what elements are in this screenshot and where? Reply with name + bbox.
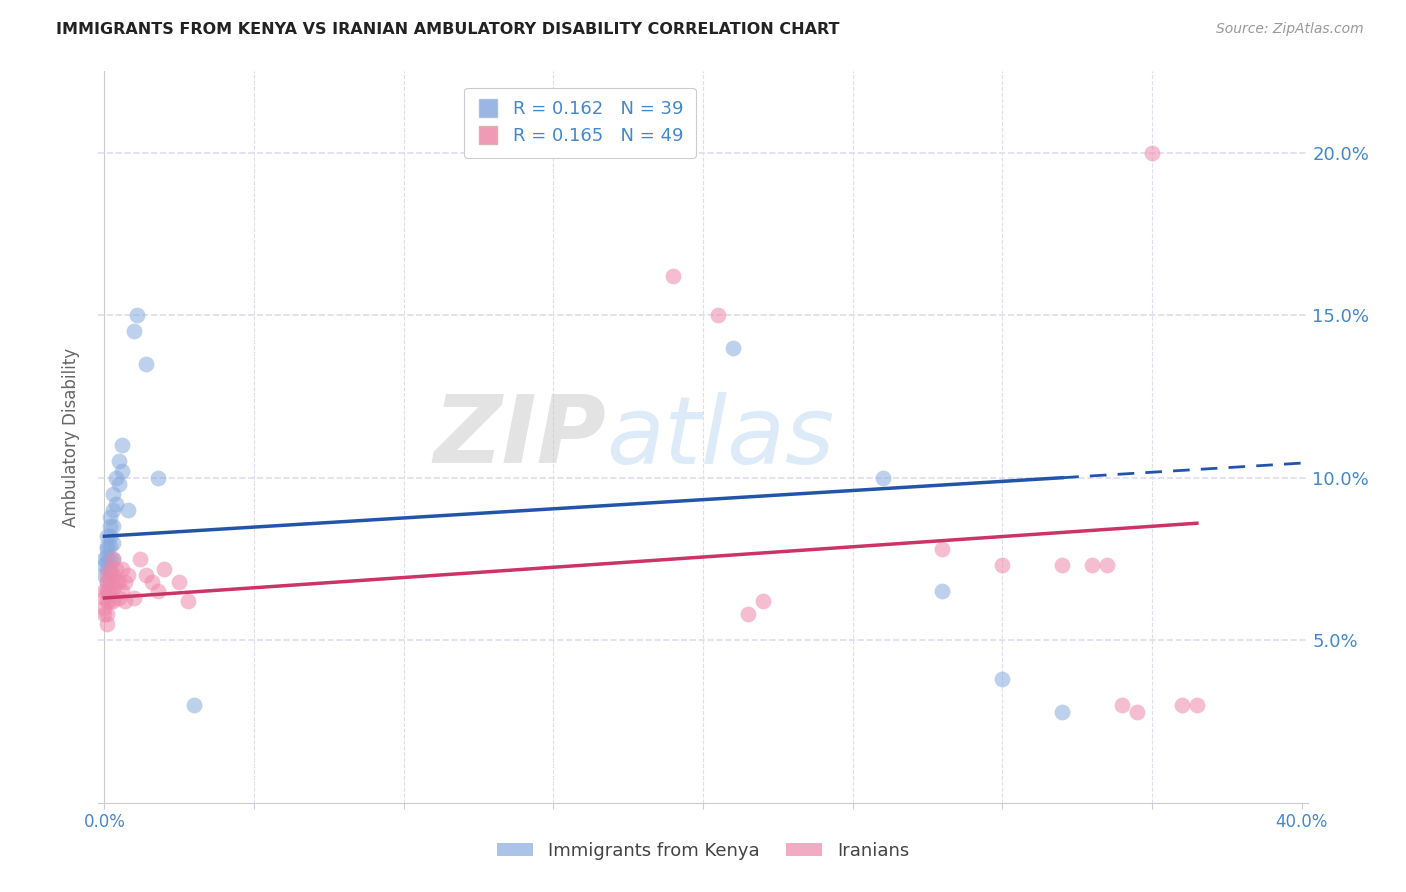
Point: [93, 607, 115, 622]
Point: [93, 584, 115, 599]
Point: [1140, 145, 1163, 160]
Point: [752, 594, 775, 608]
Point: [991, 558, 1014, 573]
Point: [105, 574, 128, 589]
Point: [111, 584, 134, 599]
Point: [96, 574, 118, 589]
Point: [100, 565, 122, 579]
Point: [721, 341, 744, 355]
Text: IMMIGRANTS FROM KENYA VS IRANIAN AMBULATORY DISABILITY CORRELATION CHART: IMMIGRANTS FROM KENYA VS IRANIAN AMBULAT…: [56, 22, 839, 37]
Point: [103, 535, 125, 549]
Point: [100, 519, 122, 533]
Point: [96, 584, 118, 599]
Point: [105, 471, 128, 485]
Point: [1171, 698, 1194, 713]
Point: [135, 357, 157, 371]
Point: [100, 594, 122, 608]
Text: Source: ZipAtlas.com: Source: ZipAtlas.com: [1216, 22, 1364, 37]
Point: [103, 519, 125, 533]
Point: [111, 438, 134, 452]
Point: [100, 529, 122, 543]
Point: [108, 477, 131, 491]
Point: [100, 552, 122, 566]
Point: [111, 464, 134, 478]
Point: [108, 454, 131, 468]
Point: [96, 568, 118, 582]
Point: [96, 607, 118, 622]
Point: [96, 529, 118, 543]
Point: [177, 594, 200, 608]
Point: [108, 574, 131, 589]
Point: [707, 308, 730, 322]
Point: [148, 584, 170, 599]
Point: [105, 562, 128, 576]
Point: [93, 600, 115, 615]
Point: [148, 471, 170, 485]
Point: [96, 574, 118, 589]
Point: [96, 562, 118, 576]
Point: [153, 562, 176, 576]
Legend: Immigrants from Kenya, Iranians: Immigrants from Kenya, Iranians: [489, 835, 917, 867]
Point: [100, 539, 122, 553]
Point: [93, 568, 115, 582]
Point: [124, 591, 146, 605]
Point: [96, 542, 118, 557]
Point: [141, 574, 163, 589]
Point: [167, 574, 190, 589]
Point: [737, 607, 759, 622]
Point: [127, 308, 149, 322]
Point: [103, 581, 125, 595]
Point: [1050, 558, 1073, 573]
Point: [108, 591, 131, 605]
Point: [1126, 705, 1149, 719]
Point: [129, 552, 152, 566]
Point: [105, 497, 128, 511]
Point: [114, 574, 136, 589]
Point: [103, 552, 125, 566]
Point: [111, 562, 134, 576]
Point: [100, 562, 122, 576]
Point: [93, 591, 115, 605]
Point: [103, 503, 125, 517]
Point: [117, 568, 139, 582]
Point: [662, 269, 685, 284]
Point: [96, 549, 118, 563]
Point: [103, 594, 125, 608]
Text: atlas: atlas: [606, 392, 835, 483]
Y-axis label: Ambulatory Disability: Ambulatory Disability: [62, 348, 80, 526]
Point: [103, 568, 125, 582]
Point: [100, 584, 122, 599]
Point: [96, 617, 118, 632]
Point: [931, 584, 953, 599]
Point: [93, 552, 115, 566]
Point: [1081, 558, 1104, 573]
Point: [1185, 698, 1208, 713]
Point: [96, 539, 118, 553]
Point: [93, 558, 115, 573]
Point: [100, 574, 122, 589]
Point: [872, 471, 894, 485]
Point: [114, 594, 136, 608]
Point: [103, 552, 125, 566]
Point: [96, 555, 118, 569]
Point: [100, 509, 122, 524]
Text: ZIP: ZIP: [433, 391, 606, 483]
Point: [135, 568, 157, 582]
Point: [124, 325, 146, 339]
Point: [96, 594, 118, 608]
Point: [991, 673, 1014, 687]
Point: [1111, 698, 1133, 713]
Point: [1050, 705, 1073, 719]
Point: [96, 584, 118, 599]
Point: [117, 503, 139, 517]
Point: [103, 487, 125, 501]
Point: [1095, 558, 1118, 573]
Point: [931, 542, 953, 557]
Point: [183, 698, 205, 713]
